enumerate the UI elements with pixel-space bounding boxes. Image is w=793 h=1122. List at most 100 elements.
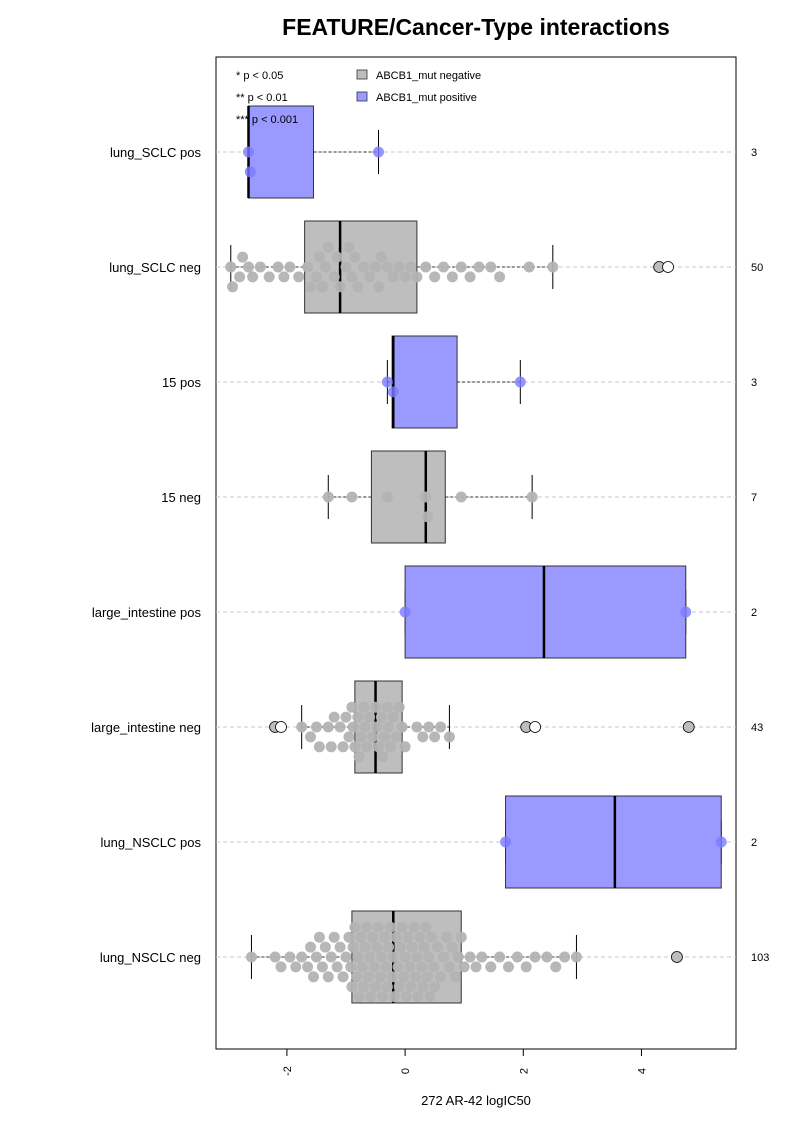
data-point (399, 741, 411, 753)
group-count-label: 7 (751, 492, 757, 504)
data-point (349, 921, 361, 933)
data-point (418, 941, 430, 953)
data-point (316, 281, 328, 293)
data-point (345, 961, 357, 973)
data-point (446, 271, 458, 283)
data-point (373, 921, 384, 933)
data-point (343, 931, 355, 943)
data-point (355, 731, 367, 743)
data-point (237, 251, 249, 263)
data-point (464, 951, 476, 963)
data-point (373, 146, 384, 158)
data-point (406, 941, 418, 953)
data-point (322, 721, 334, 733)
data-point (227, 281, 239, 293)
data-point (393, 981, 405, 993)
data-point (340, 951, 352, 963)
data-point (334, 721, 346, 733)
group-count-label: 2 (751, 837, 757, 849)
data-point (322, 971, 334, 983)
data-point (361, 921, 373, 933)
group-label: 15 neg (161, 490, 201, 505)
data-point (387, 271, 399, 283)
data-point (423, 721, 435, 733)
data-point (384, 741, 396, 753)
data-point (420, 261, 432, 273)
data-point (514, 376, 526, 388)
data-point (440, 931, 452, 943)
data-point (331, 961, 343, 973)
data-point (302, 261, 314, 273)
data-point (293, 271, 305, 283)
data-point (547, 261, 559, 273)
data-point (367, 731, 379, 743)
data-point (438, 951, 449, 963)
data-point (384, 921, 396, 933)
data-point (438, 261, 449, 273)
data-point (328, 931, 340, 943)
data-point (393, 261, 405, 273)
legend-layer: * p < 0.05 ** p < 0.01 *** p < 0.001 ABCB1_… (236, 69, 481, 126)
data-point (550, 961, 562, 973)
data-point (455, 261, 467, 273)
data-point (325, 741, 337, 753)
data-point (319, 261, 331, 273)
data-point (375, 711, 387, 723)
data-point (263, 271, 275, 283)
data-point (408, 921, 420, 933)
data-point (368, 961, 380, 973)
data-point (387, 386, 399, 398)
data-point (275, 961, 287, 973)
legend-swatch (356, 91, 368, 102)
data-point (358, 261, 370, 273)
data-point (352, 951, 364, 963)
data-point (290, 961, 302, 973)
data-point (412, 991, 424, 1003)
data-point (364, 951, 376, 963)
data-point (394, 941, 406, 953)
outlier-point (529, 721, 541, 733)
data-point (387, 951, 399, 963)
data-point (386, 971, 398, 983)
data-point (398, 971, 410, 983)
data-point (377, 751, 389, 763)
data-point (352, 281, 364, 293)
legend-swatch (356, 69, 368, 80)
data-point (383, 941, 395, 953)
data-point (359, 941, 371, 953)
data-point (357, 961, 369, 973)
data-point (405, 981, 417, 993)
data-point (325, 951, 337, 963)
data-point (322, 491, 334, 503)
x-tick-label: 0 (400, 1068, 412, 1074)
x-tick-label: 2 (518, 1068, 530, 1074)
data-point (405, 261, 417, 273)
data-point (470, 961, 482, 973)
data-point (313, 741, 325, 753)
data-point (381, 261, 393, 273)
outlier-point (671, 951, 683, 963)
data-point (420, 921, 432, 933)
data-point (322, 241, 334, 253)
data-point (390, 731, 402, 743)
box-layer (230, 105, 722, 1004)
significance-legend-text: ** p < 0.01 (236, 92, 288, 104)
data-point (296, 951, 308, 963)
data-point (334, 941, 346, 953)
data-point (370, 261, 382, 273)
data-point (570, 951, 582, 963)
axis-layer: lung_SCLC pos 3 lung_SCLC neg 50 15 pos 3 15 n… (91, 145, 769, 1076)
data-point (305, 281, 317, 293)
group-count-label: 103 (751, 952, 769, 964)
data-point (494, 271, 506, 283)
data-point (284, 951, 296, 963)
group-label: lung_NSCLC neg (100, 950, 201, 965)
data-point (351, 971, 363, 983)
data-point (375, 251, 387, 263)
data-point (523, 261, 535, 273)
data-point (429, 731, 441, 743)
data-point (422, 971, 434, 983)
data-point (334, 281, 346, 293)
data-point (485, 961, 497, 973)
data-point (346, 491, 358, 503)
